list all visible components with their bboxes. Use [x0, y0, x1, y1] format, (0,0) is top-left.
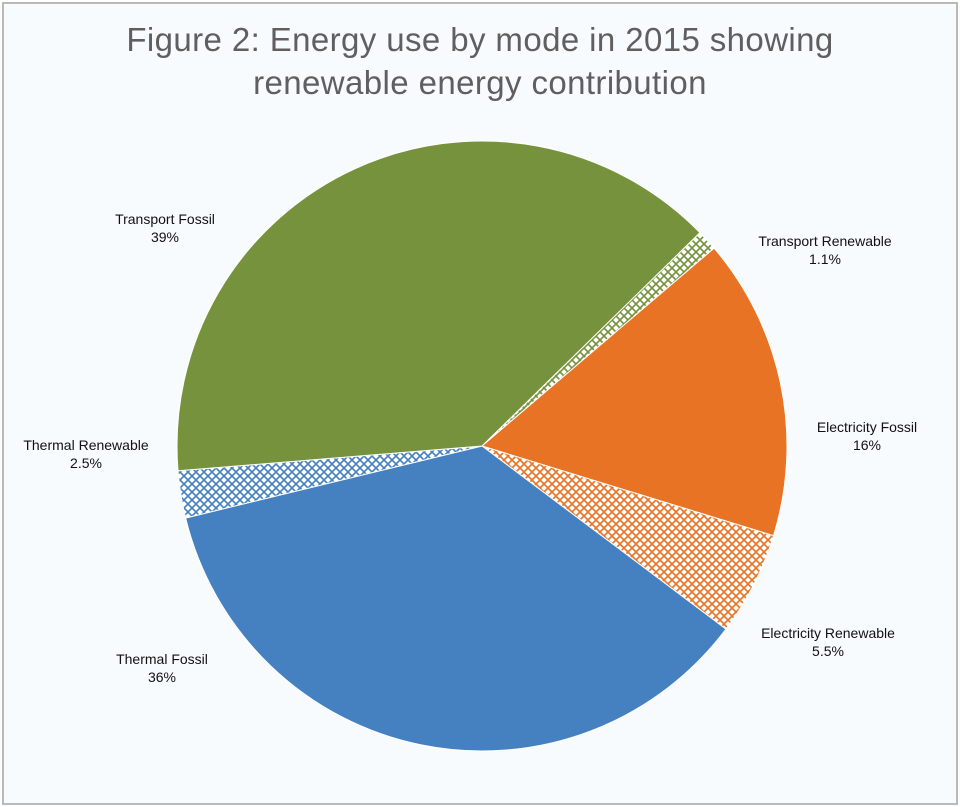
chart-title-line-1: Figure 2: Energy use by mode in 2015 sho…	[126, 21, 834, 58]
slice-value-label: 5.5%	[812, 643, 844, 659]
slice-category-label: Thermal Fossil	[116, 651, 208, 667]
slice-value-label: 36%	[148, 669, 176, 685]
slice-value-label: 16%	[853, 437, 881, 453]
slice-value-label: 39%	[151, 229, 179, 245]
chart-title-line-2: renewable energy contribution	[253, 64, 707, 101]
slice-value-label: 1.1%	[809, 251, 841, 267]
slice-category-label: Electricity Renewable	[761, 625, 895, 641]
slice-label-transport-fossil: Transport Fossil 39%	[115, 211, 215, 245]
pie-slice-electricity-fossil	[480, 247, 788, 537]
slice-category-label: Thermal Renewable	[23, 437, 148, 453]
chart-title: Figure 2: Energy use by mode in 2015 sho…	[4, 18, 956, 104]
slice-category-label: Electricity Fossil	[817, 419, 917, 435]
slice-label-thermal-renewable: Thermal Renewable 2.5%	[23, 437, 148, 471]
pie-slice-thermal-fossil	[185, 445, 727, 752]
slice-category-label: Transport Fossil	[115, 211, 215, 227]
slice-category-label: Transport Renewable	[758, 233, 892, 249]
slice-value-label: 2.5%	[70, 455, 102, 471]
slice-label-thermal-fossil: Thermal Fossil 36%	[116, 651, 208, 685]
pie-slice-transport-fossil	[176, 140, 701, 472]
slice-label-transport-renewable: Transport Renewable 1.1%	[758, 233, 892, 267]
slice-label-electricity-fossil: Electricity Fossil 16%	[817, 419, 917, 453]
slice-label-electricity-renewable: Electricity Renewable 5.5%	[761, 625, 895, 659]
